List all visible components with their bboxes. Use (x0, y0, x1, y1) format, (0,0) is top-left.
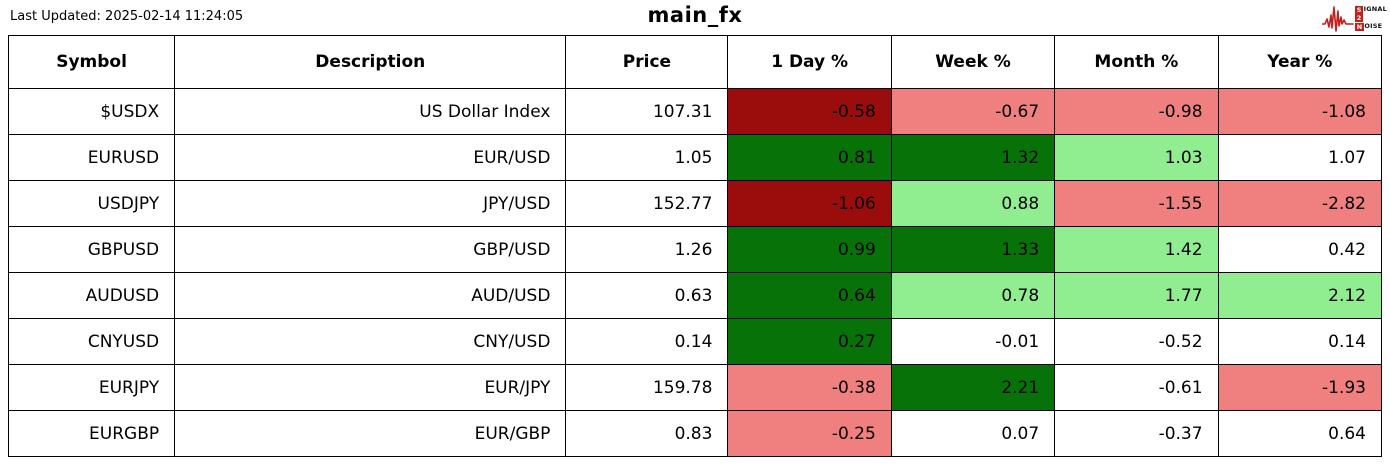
table-row: GBPUSD GBP/USD 1.26 0.99 1.33 1.42 0.42 (7, 226, 1383, 273)
table-row: USDJPY JPY/USD 152.77 -1.06 0.88 -1.55 -2.82 (7, 180, 1383, 227)
day-change-cell: 0.64 (727, 272, 892, 319)
description-cell: EUR/GBP (174, 410, 567, 457)
month-change-cell: -0.37 (1054, 410, 1219, 457)
month-change-cell: 1.03 (1054, 134, 1219, 181)
week-change-cell: 0.88 (890, 180, 1056, 227)
week-change-cell: 2.21 (890, 364, 1056, 411)
year-change-cell: 1.07 (1217, 134, 1383, 181)
week-change-cell: 0.07 (890, 410, 1056, 457)
day-change-cell: 0.27 (727, 318, 892, 365)
price-cell: 159.78 (565, 364, 729, 411)
symbol-cell: GBPUSD (7, 226, 176, 273)
column-header-symbol: Symbol (7, 35, 176, 89)
symbol-cell: EURUSD (7, 134, 176, 181)
day-change-cell: -0.25 (727, 410, 892, 457)
year-change-cell: 2.12 (1217, 272, 1383, 319)
logo-word-signal-rest: IGNAL (1363, 5, 1387, 13)
table-row: EURUSD EUR/USD 1.05 0.81 1.32 1.03 1.07 (7, 134, 1383, 181)
month-change-cell: 1.77 (1054, 272, 1219, 319)
day-change-cell: 0.81 (727, 134, 892, 181)
month-change-cell: -1.55 (1054, 180, 1219, 227)
symbol-cell: $USDX (7, 88, 176, 135)
description-cell: AUD/USD (174, 272, 567, 319)
symbol-cell: CNYUSD (7, 318, 176, 365)
table-row: EURGBP EUR/GBP 0.83 -0.25 0.07 -0.37 0.64 (7, 410, 1383, 457)
month-change-cell: -0.98 (1054, 88, 1219, 135)
price-cell: 107.31 (565, 88, 729, 135)
fx-table: Symbol Description Price 1 Day % Week % … (7, 35, 1383, 457)
year-change-cell: -2.82 (1217, 180, 1383, 227)
day-change-cell: -0.58 (727, 88, 892, 135)
month-change-cell: -0.61 (1054, 364, 1219, 411)
symbol-cell: USDJPY (7, 180, 176, 227)
logo-text: S IGNAL 2 N OISE (1355, 5, 1387, 31)
price-cell: 0.14 (565, 318, 729, 365)
week-change-cell: 1.33 (890, 226, 1056, 273)
price-cell: 152.77 (565, 180, 729, 227)
year-change-cell: 0.64 (1217, 410, 1383, 457)
logo-word-signal: S IGNAL (1355, 5, 1387, 14)
year-change-cell: -1.08 (1217, 88, 1383, 135)
week-change-cell: 1.32 (890, 134, 1056, 181)
table-row: EURJPY EUR/JPY 159.78 -0.38 2.21 -0.61 -1.93 (7, 364, 1383, 411)
description-cell: EUR/USD (174, 134, 567, 181)
year-change-cell: 0.14 (1217, 318, 1383, 365)
signal2noise-logo: S IGNAL 2 N OISE (1322, 2, 1387, 34)
description-cell: JPY/USD (174, 180, 567, 227)
day-change-cell: -1.06 (727, 180, 892, 227)
page-title: main_fx (647, 3, 743, 27)
year-change-cell: -1.93 (1217, 364, 1383, 411)
logo-letter-2: 2 (1355, 14, 1363, 22)
symbol-cell: EURJPY (7, 364, 176, 411)
column-header-description: Description (174, 35, 567, 89)
table-row: AUDUSD AUD/USD 0.63 0.64 0.78 1.77 2.12 (7, 272, 1383, 319)
description-cell: EUR/JPY (174, 364, 567, 411)
symbol-cell: AUDUSD (7, 272, 176, 319)
price-cell: 0.63 (565, 272, 729, 319)
week-change-cell: -0.67 (890, 88, 1056, 135)
column-header-price: Price (565, 35, 729, 89)
price-cell: 1.26 (565, 226, 729, 273)
price-cell: 1.05 (565, 134, 729, 181)
column-header-month: Month % (1054, 35, 1219, 89)
year-change-cell: 0.42 (1217, 226, 1383, 273)
symbol-cell: EURGBP (7, 410, 176, 457)
day-change-cell: -0.38 (727, 364, 892, 411)
logo-letter-n: N (1355, 22, 1364, 31)
month-change-cell: -0.52 (1054, 318, 1219, 365)
last-updated-timestamp: Last Updated: 2025-02-14 11:24:05 (10, 9, 244, 24)
column-header-week: Week % (890, 35, 1056, 89)
price-cell: 0.83 (565, 410, 729, 457)
week-change-cell: -0.01 (890, 318, 1056, 365)
week-change-cell: 0.78 (890, 272, 1056, 319)
logo-word-noise-rest: OISE (1364, 22, 1383, 30)
waveform-icon (1322, 6, 1355, 32)
logo-letter-s: S (1355, 5, 1364, 14)
description-cell: GBP/USD (174, 226, 567, 273)
column-header-1day: 1 Day % (727, 35, 892, 89)
column-header-year: Year % (1217, 35, 1383, 89)
description-cell: CNY/USD (174, 318, 567, 365)
table-row: $USDX US Dollar Index 107.31 -0.58 -0.67 -0.9… (7, 88, 1383, 135)
description-cell: US Dollar Index (174, 88, 567, 135)
day-change-cell: 0.99 (727, 226, 892, 273)
month-change-cell: 1.42 (1054, 226, 1219, 273)
table-row: CNYUSD CNY/USD 0.14 0.27 -0.01 -0.52 0.14 (7, 318, 1383, 365)
logo-word-noise: N OISE (1355, 22, 1387, 31)
logo-word-2: 2 (1355, 14, 1387, 22)
header-row: Symbol Description Price 1 Day % Week % … (7, 35, 1383, 89)
